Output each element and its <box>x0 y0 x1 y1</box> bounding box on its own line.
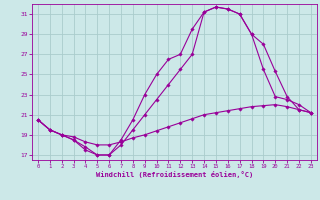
X-axis label: Windchill (Refroidissement éolien,°C): Windchill (Refroidissement éolien,°C) <box>96 171 253 178</box>
